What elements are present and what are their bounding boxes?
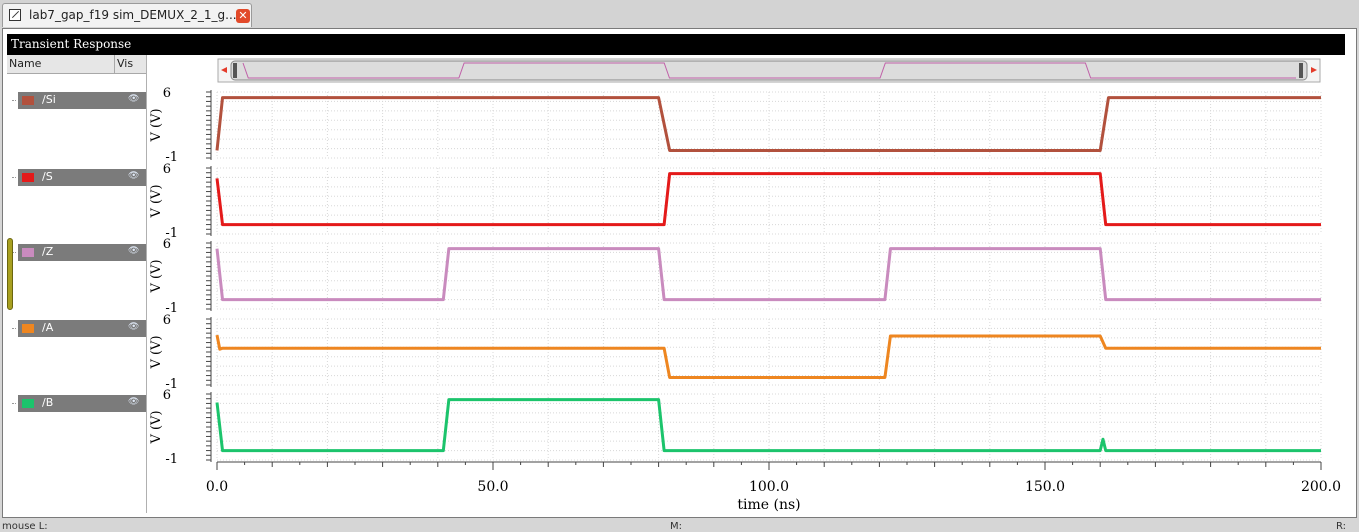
tree-connector <box>12 328 16 329</box>
waveform-strip: 6 -1V (V) <box>149 86 1322 165</box>
window-title: Transient Response <box>11 37 132 51</box>
signal-color-swatch[interactable] <box>22 399 34 408</box>
status-mouse-left: mouse L: <box>2 521 48 532</box>
x-tick-label: 50.0 <box>477 479 508 495</box>
column-header-vis[interactable]: Vis <box>115 55 146 74</box>
y-tick-label: -1 <box>165 150 178 165</box>
signal-color-swatch[interactable] <box>22 324 34 333</box>
waveform-trace <box>215 398 1321 453</box>
x-axis-label: time (ns) <box>737 497 800 513</box>
waveform-trace <box>215 334 1321 379</box>
x-tick-label: 200.0 <box>1301 479 1341 495</box>
waveform-trace <box>215 247 1321 302</box>
signal-row[interactable]: /Si 👁 <box>18 92 146 109</box>
close-tab-icon[interactable]: ✕ <box>236 9 250 23</box>
signal-color-swatch[interactable] <box>22 248 34 257</box>
tree-connector <box>12 177 16 178</box>
y-tick-label: 6 <box>163 162 171 177</box>
scrollbar-thumb[interactable] <box>230 60 1308 81</box>
signal-name: /S <box>42 170 53 183</box>
visibility-eye-icon[interactable]: 👁 <box>128 397 140 407</box>
waveform-strip: 6 -1V (V) <box>149 313 1322 392</box>
signal-row[interactable]: /A 👁 <box>18 320 146 337</box>
y-axis-label: V (V) <box>149 335 164 369</box>
visibility-eye-icon[interactable]: 👁 <box>128 171 140 181</box>
y-tick-label: -1 <box>165 226 178 241</box>
y-tick-label: -1 <box>165 377 178 392</box>
waveform-trace <box>215 172 1321 227</box>
overview-trace <box>242 62 1296 79</box>
thumb-grip-right[interactable] <box>1299 63 1303 78</box>
tree-connector <box>12 100 16 101</box>
y-tick-label: 6 <box>163 86 171 101</box>
y-axis-label: V (V) <box>149 108 164 142</box>
y-axis-label: V (V) <box>149 410 164 444</box>
waveform-strip: 6 -1V (V) <box>149 237 1322 316</box>
tab-waveform[interactable]: lab7_gap_f19 sim_DEMUX_2_1_g... ✕ <box>2 3 252 27</box>
waveform-trace <box>215 96 1321 152</box>
signal-name: /Si <box>42 93 56 106</box>
y-axis-label: V (V) <box>149 184 164 218</box>
y-tick-label: 6 <box>163 313 171 328</box>
visibility-eye-icon[interactable]: 👁 <box>128 94 140 104</box>
signal-row[interactable]: /Z 👁 <box>18 244 146 261</box>
overview-scrollbar[interactable] <box>217 58 1321 83</box>
y-tick-label: 6 <box>163 237 171 252</box>
status-mouse-mid: M: <box>670 521 682 532</box>
column-header-name[interactable]: Name <box>7 55 115 74</box>
status-mouse-right: R: <box>1336 521 1347 532</box>
signal-name: /A <box>42 321 54 334</box>
visibility-eye-icon[interactable]: 👁 <box>128 322 140 332</box>
window-title-bar: Transient Response <box>7 34 1345 55</box>
waveform-strip: 6 -1V (V) <box>149 162 1322 241</box>
status-bar: mouse L: M: R: <box>0 519 1359 532</box>
tree-connector <box>12 403 16 404</box>
signal-row[interactable]: /S 👁 <box>18 169 146 186</box>
waveform-strip: 6 -1V (V) <box>149 388 1322 467</box>
x-tick-label: 0.0 <box>206 479 228 495</box>
y-tick-label: -1 <box>165 301 178 316</box>
thumb-grip-left[interactable] <box>233 63 237 78</box>
time-axis: 0.0 50.0 100.0 150.0 200.0 time (ns) <box>206 461 1341 513</box>
signal-name: /B <box>42 396 54 409</box>
signal-color-swatch[interactable] <box>22 96 34 105</box>
y-tick-label: -1 <box>165 452 178 467</box>
scroll-left-arrow-icon[interactable] <box>221 67 227 73</box>
y-tick-label: 6 <box>163 388 171 403</box>
panel-splitter-handle[interactable] <box>7 238 13 310</box>
x-tick-label: 100.0 <box>749 479 789 495</box>
visibility-eye-icon[interactable]: 👁 <box>128 246 140 256</box>
signal-list-panel: Name Vis /Si 👁 /S 👁 /Z 👁 /A 👁 /B 👁 <box>7 55 147 513</box>
signal-name: /Z <box>42 245 54 258</box>
scroll-right-arrow-icon[interactable] <box>1311 67 1317 73</box>
tree-connector <box>12 252 16 253</box>
waveform-window <box>2 28 1357 518</box>
tab-title: lab7_gap_f19 sim_DEMUX_2_1_g... <box>29 8 237 22</box>
signal-row[interactable]: /B 👁 <box>18 395 146 412</box>
waveform-window-icon <box>9 9 21 21</box>
tab-bar: lab7_gap_f19 sim_DEMUX_2_1_g... ✕ <box>0 0 1359 28</box>
waveform-strips: 6-1V (V)6-1V (V)6-1V (V)6-1V (V)6-1V (V) <box>149 86 1322 467</box>
y-axis-label: V (V) <box>149 259 164 293</box>
x-tick-label: 150.0 <box>1025 479 1065 495</box>
signal-color-swatch[interactable] <box>22 173 34 182</box>
